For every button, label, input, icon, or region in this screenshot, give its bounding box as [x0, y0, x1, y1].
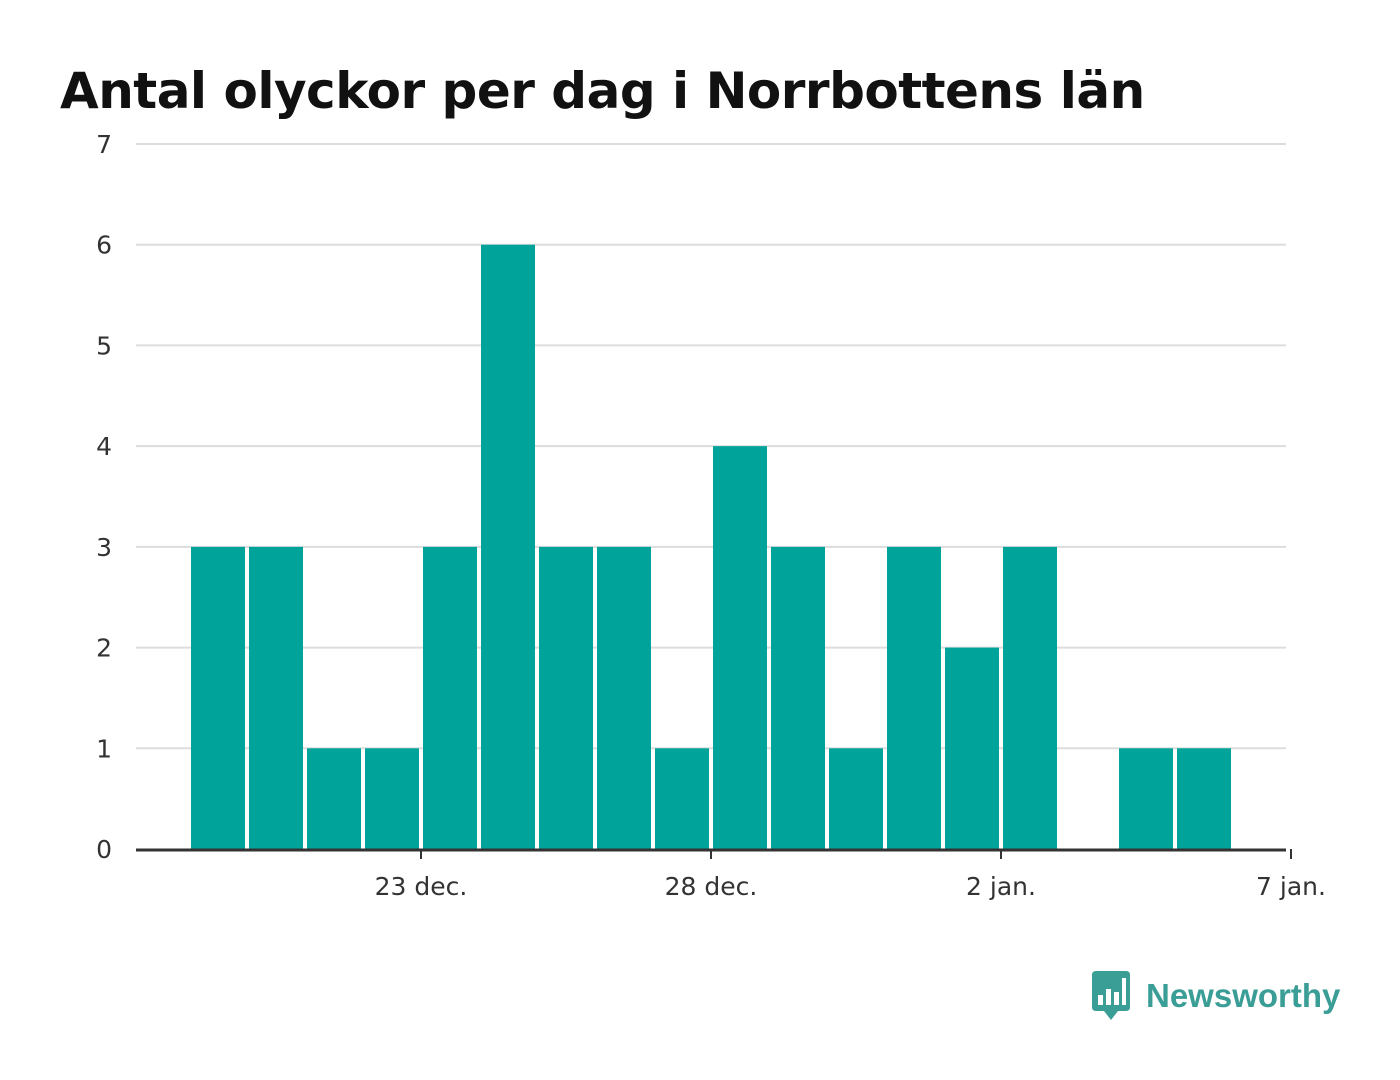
- bar: [655, 748, 709, 849]
- x-tick-label: 2 jan.: [966, 872, 1036, 901]
- bar: [423, 546, 477, 849]
- y-tick-label: 2: [96, 634, 112, 663]
- bar: [597, 546, 651, 849]
- bar: [1003, 546, 1057, 849]
- bar: [771, 546, 825, 849]
- bar: [191, 546, 245, 849]
- bar: [887, 546, 941, 849]
- chart-title: Antal olyckor per dag i Norrbottens län: [60, 62, 1145, 120]
- y-tick-label: 6: [96, 231, 112, 260]
- bar: [713, 446, 767, 849]
- bar: [945, 647, 999, 849]
- bar: [249, 546, 303, 849]
- y-tick-label: 5: [96, 331, 112, 360]
- gridlines: [136, 143, 1286, 750]
- brand-logo: Newsworthy: [1090, 970, 1340, 1022]
- x-tick-label: 28 dec.: [665, 872, 758, 901]
- y-tick-label: 7: [96, 130, 112, 159]
- y-tick-label: 4: [96, 432, 112, 461]
- bar: [307, 748, 361, 849]
- bar: [1119, 748, 1173, 849]
- y-tick-label: 1: [96, 734, 112, 763]
- brand-name: Newsworthy: [1146, 977, 1341, 1014]
- y-tick-label: 3: [96, 533, 112, 562]
- bar-chart: 0 1 2 3 4 5 6 7 23 dec. 28 dec. 2 jan. 7 jan.: [96, 130, 1326, 901]
- x-axis: 23 dec. 28 dec. 2 jan. 7 jan.: [136, 848, 1326, 901]
- bars: [191, 244, 1231, 849]
- x-tick-label: 23 dec.: [375, 872, 468, 901]
- y-tick-label: 0: [96, 835, 112, 864]
- bar-chart-speech-bubble-icon: [1092, 971, 1130, 1020]
- y-axis: 0 1 2 3 4 5 6 7: [96, 130, 112, 864]
- bar: [829, 748, 883, 849]
- x-tick-label: 7 jan.: [1256, 872, 1326, 901]
- bar: [1177, 748, 1231, 849]
- bar: [539, 546, 593, 849]
- bar: [365, 748, 419, 849]
- bar: [481, 244, 535, 849]
